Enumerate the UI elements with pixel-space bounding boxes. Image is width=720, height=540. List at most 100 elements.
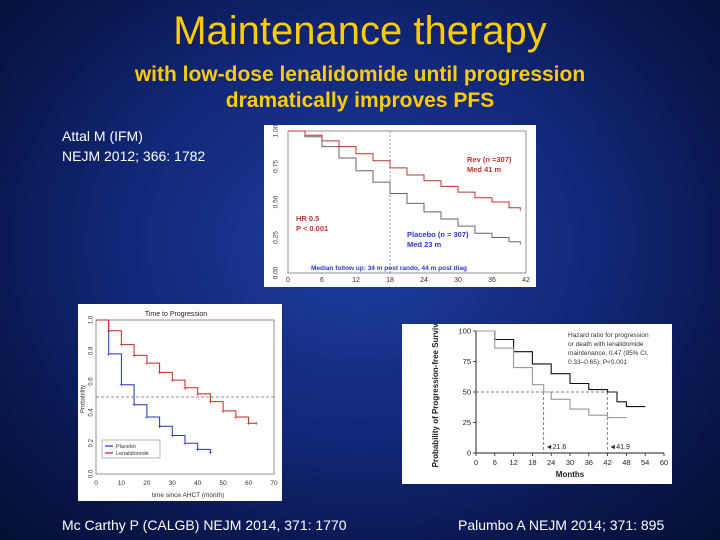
median-control-label: ◄21.6 (546, 444, 567, 451)
y-tick-label: 0.0 (89, 469, 95, 478)
chart-title: Time to Progression (145, 311, 207, 318)
plot-frame (287, 130, 527, 274)
lenalidomide-censor-mark: + (196, 391, 200, 398)
x-tick-label: 20 (143, 480, 151, 487)
x-tick-label: 48 (622, 458, 630, 467)
median-lenalidomide-label: ◄41.9 (609, 444, 630, 451)
lenalidomide-censor-mark: + (132, 353, 136, 360)
x-tick-label: 10 (118, 480, 126, 487)
slide-subtitle: with low-dose lenalidomide until progres… (80, 62, 640, 114)
y-tick-label: 0.4 (89, 408, 95, 417)
x-tick-label: 70 (270, 480, 278, 487)
x-tick-label: 36 (488, 277, 496, 284)
hazard-ratio-text: 0.33–0.65); P<0.001 (568, 359, 627, 366)
lenalidomide-line (476, 330, 646, 408)
y-tick-label: 50 (463, 388, 471, 397)
x-tick-label: 0 (474, 458, 478, 467)
rev-median-label: Med 41 m (467, 165, 502, 174)
placebo-censor-mark: + (158, 424, 162, 431)
legend-lenalidomide-label: Lenalidomide (116, 451, 149, 457)
y-axis-label: Probability (81, 385, 87, 413)
x-tick-label: 24 (420, 277, 428, 284)
attal-pfs-chart: 0.00 0.25 0.50 0.75 1.00 0 6 12 18 24 30 36 42 Rev (n… (273, 125, 530, 284)
placebo-censor-mark: + (107, 351, 111, 358)
placebo-censor-mark: + (208, 450, 212, 457)
hazard-ratio-text: Hazard ratio for progression (568, 332, 649, 339)
x-tick-label: 42 (522, 277, 530, 284)
placebo-censor-mark: + (183, 441, 187, 448)
subtitle-line-2: dramatically improves PFS (225, 89, 495, 112)
x-axis-label: Months (556, 470, 585, 479)
citation-mccarthy: Mc Carthy P (CALGB) NEJM 2014, 371: 1770 (62, 517, 347, 533)
y-tick-label: 0.75 (273, 160, 280, 173)
citation-attal-line-1: Attal M (IFM) (62, 128, 143, 144)
y-tick-label: 1.00 (273, 125, 280, 137)
placebo-censor-mark: + (196, 447, 200, 454)
legend-box (101, 439, 161, 459)
y-tick-label: 0.8 (89, 346, 95, 355)
x-tick-label: 18 (386, 277, 394, 284)
hr-label: HR 0.5 (296, 214, 319, 223)
palumbo-chart-panel: 0 25 50 75 100 0 6 12 18 24 30 36 42 48 54 60 Months Prob… (402, 324, 672, 484)
x-tick-label: 30 (566, 458, 574, 467)
x-tick-label: 50 (220, 480, 228, 487)
x-tick-label: 6 (320, 277, 324, 284)
p-value-label: P < 0.001 (296, 224, 328, 233)
x-tick-label: 0 (94, 480, 98, 487)
y-tick-label: 0 (467, 449, 471, 458)
citation-attal: Attal M (IFM) NEJM 2012; 366: 1782 (62, 126, 205, 166)
y-tick-label: 25 (463, 418, 471, 427)
lenalidomide-censor-mark: + (183, 385, 187, 392)
lenalidomide-censor-mark: + (234, 415, 238, 422)
y-tick-label: 0.50 (273, 195, 280, 208)
y-tick-label: 1.0 (89, 315, 95, 324)
placebo-censor-mark: + (119, 382, 123, 389)
x-tick-label: 6 (493, 458, 497, 467)
placebo-censor-mark: + (132, 402, 136, 409)
rev-legend-label: Rev (n =307) (467, 155, 512, 164)
rev-line (288, 130, 521, 211)
x-tick-label: 60 (660, 458, 668, 467)
lenalidomide-censor-mark: + (247, 421, 251, 428)
lenalidomide-line (96, 319, 257, 424)
lenalidomide-censor-mark: + (107, 328, 111, 335)
citation-attal-line-2: NEJM 2012; 366: 1782 (62, 148, 206, 164)
x-tick-label: 36 (585, 458, 593, 467)
y-tick-label: 0.2 (89, 438, 95, 447)
x-tick-label: 30 (454, 277, 462, 284)
lenalidomide-censor-mark: + (145, 361, 149, 368)
lenalidomide-censor-mark: + (208, 399, 212, 406)
x-axis-label: time since AHCT (month) (152, 492, 224, 499)
mccarthy-ttp-chart: Time to Progression time since AHCT (mont… (81, 311, 278, 499)
x-tick-label: 12 (509, 458, 517, 467)
x-tick-label: 54 (641, 458, 649, 467)
citation-palumbo: Palumbo A NEJM 2014; 371: 895 (458, 517, 665, 533)
x-tick-label: 30 (169, 480, 177, 487)
x-tick-label: 24 (547, 458, 555, 467)
lenalidomide-censor-mark: + (119, 342, 123, 349)
mccarthy-chart-panel: Time to Progression time since AHCT (mont… (78, 304, 282, 501)
subtitle-line-1: with low-dose lenalidomide until progres… (134, 63, 586, 86)
x-tick-label: 0 (286, 277, 290, 284)
y-tick-label: 0.6 (89, 377, 95, 386)
placebo-median-label: Med 23 m (407, 240, 442, 249)
slide-title: Maintenance therapy (173, 9, 547, 53)
x-tick-label: 12 (352, 277, 360, 284)
x-tick-label: 60 (245, 480, 253, 487)
y-axis-label: Probability of Progression-free Survival (431, 324, 440, 467)
placebo-line (288, 130, 521, 245)
hazard-ratio-text: maintenance, 0.47 (95% CI, (568, 350, 649, 357)
hazard-ratio-text: or death with lenalidomide (568, 341, 644, 348)
lenalidomide-censor-mark: + (254, 421, 258, 428)
followup-label: Median follow up: 34 m post rando, 44 m … (311, 265, 467, 272)
placebo-legend-label: Placebo (n = 307) (407, 230, 469, 239)
placebo-censor-mark: + (170, 433, 174, 440)
lenalidomide-censor-mark: + (221, 408, 225, 415)
placebo-line (96, 319, 211, 453)
placebo-censor-mark: + (145, 415, 149, 422)
x-tick-label: 40 (194, 480, 202, 487)
x-tick-label: 18 (528, 458, 536, 467)
palumbo-pfs-chart: 0 25 50 75 100 0 6 12 18 24 30 36 42 48 54 60 Months Prob… (431, 324, 668, 479)
y-tick-label: 0.00 (273, 266, 280, 279)
y-tick-label: 100 (458, 327, 471, 336)
